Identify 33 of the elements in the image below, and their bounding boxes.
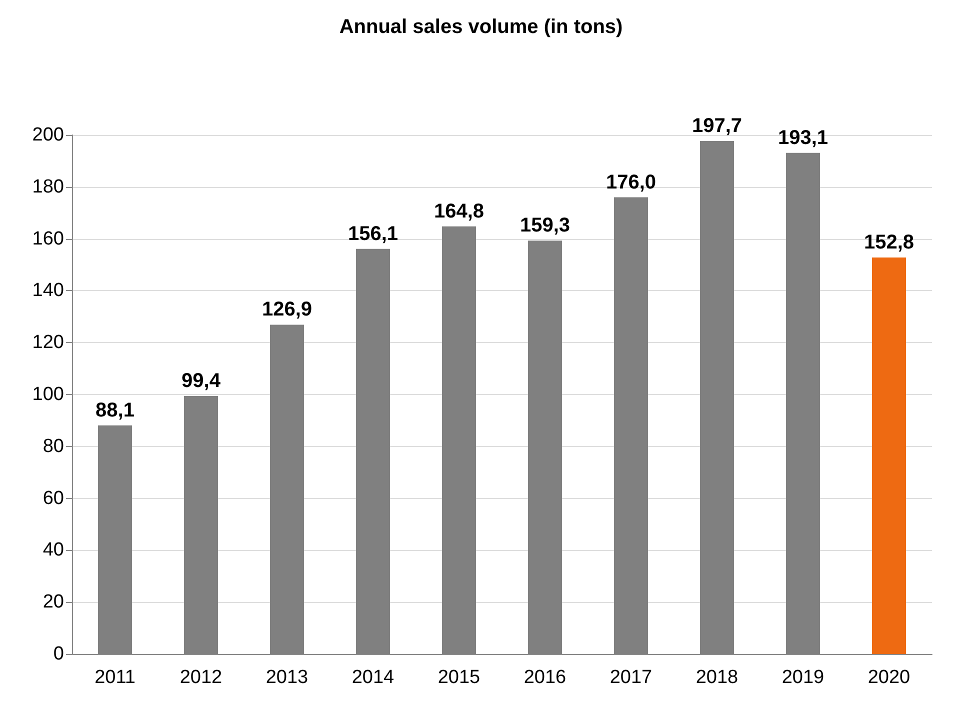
data-label: 193,1 xyxy=(778,126,828,149)
data-label: 99,4 xyxy=(182,370,222,392)
y-tick-label: 180 xyxy=(32,176,64,198)
y-tick-label: 200 xyxy=(32,124,64,146)
x-tick-label: 2015 xyxy=(438,667,480,688)
chart-title: Annual sales volume (in tons) xyxy=(339,16,623,38)
y-tick-label: 80 xyxy=(42,436,64,457)
bar xyxy=(872,257,906,654)
x-tick-label: 2018 xyxy=(696,667,738,688)
x-tick-label: 2017 xyxy=(610,667,652,688)
x-tick-label: 2019 xyxy=(782,667,824,688)
y-tick-label: 100 xyxy=(32,384,64,405)
y-tick-label: 160 xyxy=(32,228,64,250)
data-label: 88,1 xyxy=(96,399,134,422)
data-label: 164,8 xyxy=(434,200,484,222)
y-tick-label: 0 xyxy=(53,644,64,664)
x-tick-label: 2016 xyxy=(524,667,566,688)
y-tick-label: 60 xyxy=(42,488,64,509)
data-label: 176,0 xyxy=(606,171,656,194)
x-tick-label: 2011 xyxy=(94,667,136,688)
data-label: 126,9 xyxy=(262,298,312,321)
y-tick-label: 140 xyxy=(32,280,64,302)
x-tick-label: 2020 xyxy=(868,667,910,688)
data-label: 159,3 xyxy=(520,214,570,237)
data-label: 152,8 xyxy=(864,231,914,254)
y-tick-label: 20 xyxy=(42,592,64,613)
y-tick-label: 40 xyxy=(42,540,64,561)
x-tick-label: 2012 xyxy=(180,667,222,688)
data-label: 156,1 xyxy=(348,222,398,245)
data-label: 197,7 xyxy=(692,114,742,137)
x-tick-label: 2013 xyxy=(266,667,308,688)
y-tick-label: 120 xyxy=(32,332,64,354)
x-tick-label: 2014 xyxy=(352,667,395,688)
